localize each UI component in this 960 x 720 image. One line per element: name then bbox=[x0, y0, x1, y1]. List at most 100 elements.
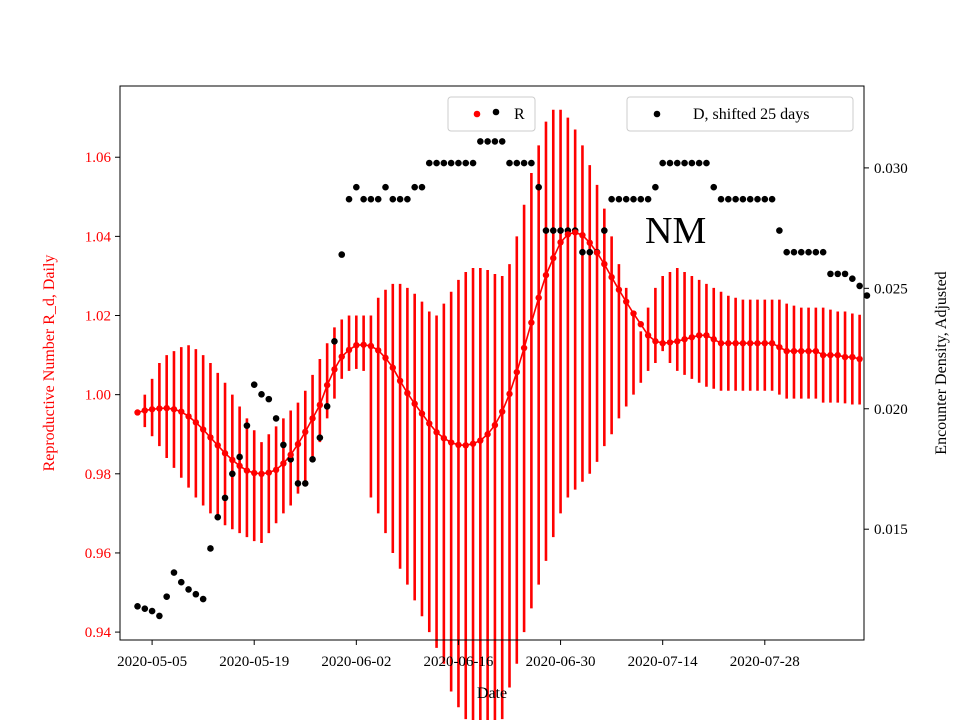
r-point bbox=[761, 340, 768, 347]
r-point bbox=[805, 347, 812, 355]
d-point bbox=[630, 195, 637, 203]
d-point bbox=[272, 415, 280, 422]
d-point bbox=[776, 227, 783, 234]
r-point bbox=[710, 336, 717, 343]
d-point bbox=[345, 195, 353, 203]
r-point bbox=[331, 366, 338, 373]
r-point bbox=[827, 351, 834, 359]
y-right-tick-label: 0.020 bbox=[874, 402, 908, 418]
legend-d-marker bbox=[653, 110, 661, 118]
r-point bbox=[207, 434, 214, 441]
d-point bbox=[557, 227, 564, 234]
d-point bbox=[761, 195, 769, 203]
d-point bbox=[170, 569, 178, 576]
d-point bbox=[243, 422, 251, 429]
x-tick-label: 2020-05-05 bbox=[117, 654, 187, 670]
r-point bbox=[542, 271, 550, 279]
r-point bbox=[586, 239, 593, 246]
r-point bbox=[360, 341, 367, 348]
y-left-tick-label: 0.96 bbox=[85, 546, 112, 562]
d-point bbox=[265, 395, 273, 403]
d-point bbox=[622, 195, 630, 203]
d-point bbox=[797, 248, 805, 256]
y-axis-right: 0.015 0.020 0.025 0.030 bbox=[864, 161, 908, 538]
r-point bbox=[243, 467, 251, 474]
r-point bbox=[637, 321, 644, 328]
r-point bbox=[411, 400, 418, 407]
d-point bbox=[506, 159, 513, 167]
d-point bbox=[535, 183, 542, 191]
r-point bbox=[513, 368, 520, 376]
legend-d: D, shifted 25 days bbox=[626, 96, 854, 132]
y-left-tick-label: 1.06 bbox=[85, 150, 112, 166]
d-point bbox=[382, 183, 389, 191]
d-point bbox=[236, 453, 243, 461]
d-point bbox=[455, 159, 462, 167]
r-point bbox=[447, 439, 455, 446]
r-point bbox=[550, 254, 557, 262]
d-point bbox=[841, 270, 849, 278]
r-point bbox=[732, 340, 739, 347]
d-point bbox=[331, 338, 338, 345]
d-point bbox=[440, 159, 448, 167]
r-point bbox=[703, 332, 710, 339]
y-right-tick-label: 0.025 bbox=[874, 281, 908, 297]
r-point bbox=[608, 273, 615, 281]
r-point bbox=[739, 340, 747, 347]
d-point bbox=[484, 138, 491, 145]
d-point bbox=[542, 227, 550, 234]
r-point bbox=[148, 406, 156, 413]
r-point bbox=[272, 466, 280, 474]
r-point bbox=[455, 441, 462, 449]
d-point bbox=[185, 586, 192, 593]
d-point bbox=[367, 195, 375, 203]
r-point bbox=[163, 404, 170, 412]
d-point bbox=[214, 513, 222, 521]
d-point bbox=[586, 248, 594, 256]
r-point bbox=[462, 442, 469, 449]
d-point bbox=[477, 138, 484, 145]
d-point bbox=[579, 248, 586, 256]
d-point bbox=[353, 183, 360, 191]
r-point bbox=[316, 401, 324, 409]
r-point bbox=[557, 239, 564, 246]
y-axis-left: 0.94 0.96 0.98 1.00 1.02 1.04 1.06 bbox=[85, 150, 120, 641]
r-point bbox=[681, 336, 688, 343]
d-point bbox=[666, 159, 674, 167]
r-point bbox=[528, 319, 535, 326]
r-point bbox=[185, 413, 192, 420]
y-axis-right-title: Encounter Density, Adjusted bbox=[933, 271, 950, 454]
r-points bbox=[134, 229, 863, 477]
d-point bbox=[513, 159, 521, 167]
r-point bbox=[571, 229, 579, 236]
y-left-tick-label: 1.04 bbox=[85, 229, 112, 245]
r-point bbox=[776, 343, 783, 351]
r-point bbox=[214, 442, 221, 449]
legend-r-label: R bbox=[514, 106, 525, 123]
d-point bbox=[498, 138, 506, 145]
d-point bbox=[827, 270, 834, 278]
d-point bbox=[812, 248, 820, 256]
d-point bbox=[863, 292, 871, 299]
d-point bbox=[199, 595, 207, 603]
r-point bbox=[674, 338, 681, 345]
r-point bbox=[229, 456, 236, 464]
r-point bbox=[170, 406, 178, 413]
r-point bbox=[506, 390, 513, 398]
r-point bbox=[535, 294, 542, 301]
r-point bbox=[768, 340, 776, 347]
d-point bbox=[389, 195, 397, 203]
legend-r-marker-red bbox=[473, 110, 481, 118]
r-point bbox=[221, 450, 229, 457]
r-point bbox=[499, 408, 506, 415]
d-point bbox=[418, 183, 426, 191]
d-point bbox=[447, 159, 455, 167]
d-point bbox=[433, 159, 440, 167]
r-point bbox=[849, 353, 856, 361]
x-axis-title: Date bbox=[477, 685, 507, 702]
r-point bbox=[433, 429, 440, 436]
r-point bbox=[178, 408, 185, 415]
d-point bbox=[819, 248, 827, 256]
r-point bbox=[717, 340, 725, 347]
